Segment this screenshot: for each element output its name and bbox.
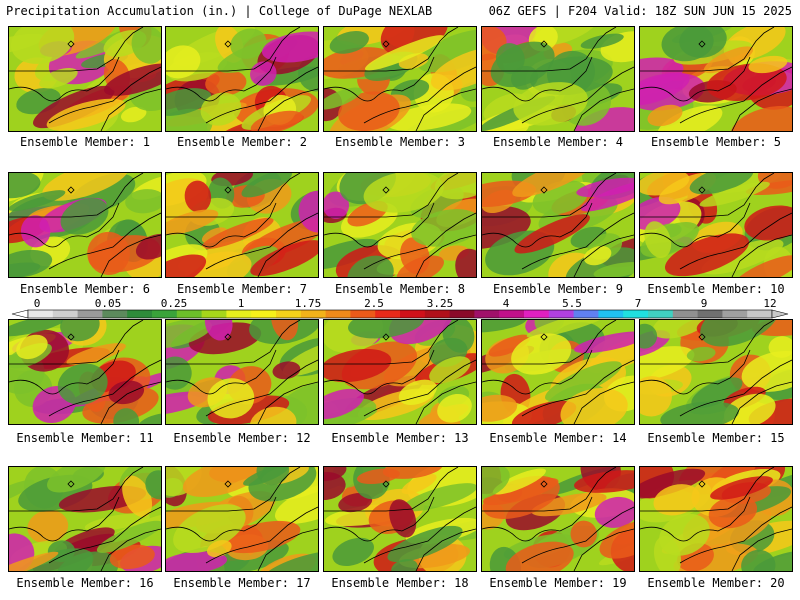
colorbar-min-arrow [11, 309, 29, 319]
ensemble-member-label: Ensemble Member: 10 [647, 282, 785, 296]
colorbar-tick-label: 0.05 [95, 297, 122, 310]
colorbar-swatch [548, 310, 575, 318]
colorbar-swatch [127, 310, 153, 318]
ensemble-member-map [165, 319, 319, 425]
ensemble-member-label: Ensemble Member: 11 [16, 431, 154, 445]
ensemble-member-label: Ensemble Member: 17 [173, 576, 311, 590]
colorbar-swatch [300, 310, 327, 318]
ensemble-member-map [481, 172, 635, 278]
ensemble-member-map [481, 319, 635, 425]
colorbar-swatch [152, 310, 178, 318]
ensemble-member-label: Ensemble Member: 9 [492, 282, 624, 296]
colorbar-swatch [474, 310, 500, 318]
ensemble-member-label: Ensemble Member: 2 [176, 135, 308, 149]
colorbar-tick-label: 5.5 [562, 297, 582, 310]
colorbar-swatch [52, 310, 79, 318]
colorbar-swatch [226, 310, 252, 318]
ensemble-member-map [639, 172, 793, 278]
ensemble-member-label: Ensemble Member: 16 [16, 576, 154, 590]
colorbar-swatch [176, 310, 203, 318]
map-title: Precipitation Accumulation (in.) | Colle… [6, 4, 433, 18]
ensemble-member-label: Ensemble Member: 3 [334, 135, 466, 149]
ensemble-member-label: Ensemble Member: 13 [331, 431, 469, 445]
colorbar-swatch [424, 310, 451, 318]
ensemble-member-map [8, 172, 162, 278]
colorbar-tick-label: 0.25 [161, 297, 188, 310]
ensemble-member-map [639, 26, 793, 132]
colorbar-max-arrow [771, 309, 789, 319]
colorbar-tick-label: 3.25 [427, 297, 454, 310]
colorbar-swatch [201, 310, 227, 318]
colorbar-tick-label: 1 [238, 297, 245, 310]
colorbar-tick-label: 12 [763, 297, 776, 310]
colorbar-swatch [251, 310, 277, 318]
ensemble-member-map [639, 319, 793, 425]
colorbar-swatch [77, 310, 103, 318]
ensemble-member-label: Ensemble Member: 15 [647, 431, 785, 445]
colorbar-swatch [697, 310, 723, 318]
ensemble-member-label: Ensemble Member: 1 [19, 135, 151, 149]
colorbar-tick-label: 4 [503, 297, 510, 310]
colorbar-swatch [449, 310, 475, 318]
ensemble-member-map [8, 466, 162, 572]
ensemble-member-map [8, 319, 162, 425]
colorbar-swatch [499, 310, 525, 318]
ensemble-member-label: Ensemble Member: 19 [489, 576, 627, 590]
colorbar-tick-label: 1.75 [295, 297, 322, 310]
colorbar-swatch [747, 310, 773, 318]
colorbar-swatch [623, 310, 649, 318]
colorbar-swatch [524, 310, 550, 318]
ensemble-member-label: Ensemble Member: 7 [176, 282, 308, 296]
ensemble-member-map [323, 319, 477, 425]
ensemble-member-label: Ensemble Member: 8 [334, 282, 466, 296]
colorbar-swatch [325, 310, 351, 318]
colorbar-tick-label: 2.5 [364, 297, 384, 310]
ensemble-member-label: Ensemble Member: 4 [492, 135, 624, 149]
colorbar-swatch [672, 310, 699, 318]
colorbar-tick-label: 9 [701, 297, 708, 310]
colorbar-swatch [350, 310, 376, 318]
colorbar-swatch [102, 310, 128, 318]
ensemble-member-map [323, 466, 477, 572]
colorbar-swatch [276, 310, 302, 318]
colorbar-tick-label: 0 [34, 297, 41, 310]
ensemble-member-map [639, 466, 793, 572]
ensemble-member-label: Ensemble Member: 20 [647, 576, 785, 590]
ensemble-member-map [165, 466, 319, 572]
ensemble-member-map [481, 466, 635, 572]
ensemble-member-map [165, 172, 319, 278]
ensemble-member-map [323, 26, 477, 132]
ensemble-member-map [165, 26, 319, 132]
model-run-info: 06Z GEFS | F204 Valid: 18Z SUN JUN 15 20… [488, 4, 792, 18]
colorbar-swatch [722, 310, 748, 318]
ensemble-member-label: Ensemble Member: 18 [331, 576, 469, 590]
precip-colorbar: 0 0.05 0.25 1 1.75 2.5 3.25 4 5.5 7 9 12 [11, 297, 789, 319]
ensemble-member-label: Ensemble Member: 6 [19, 282, 151, 296]
colorbar-swatch [573, 310, 599, 318]
ensemble-member-label: Ensemble Member: 5 [650, 135, 782, 149]
ensemble-member-label: Ensemble Member: 12 [173, 431, 311, 445]
colorbar-swatch [648, 310, 674, 318]
colorbar-swatch [598, 310, 624, 318]
colorbar-swatch [400, 310, 426, 318]
colorbar-tick-label: 7 [635, 297, 642, 310]
ensemble-member-map [8, 26, 162, 132]
ensemble-member-map [323, 172, 477, 278]
colorbar-swatch [375, 310, 401, 318]
ensemble-member-map [481, 26, 635, 132]
ensemble-member-label: Ensemble Member: 14 [489, 431, 627, 445]
colorbar-swatch [28, 310, 54, 318]
